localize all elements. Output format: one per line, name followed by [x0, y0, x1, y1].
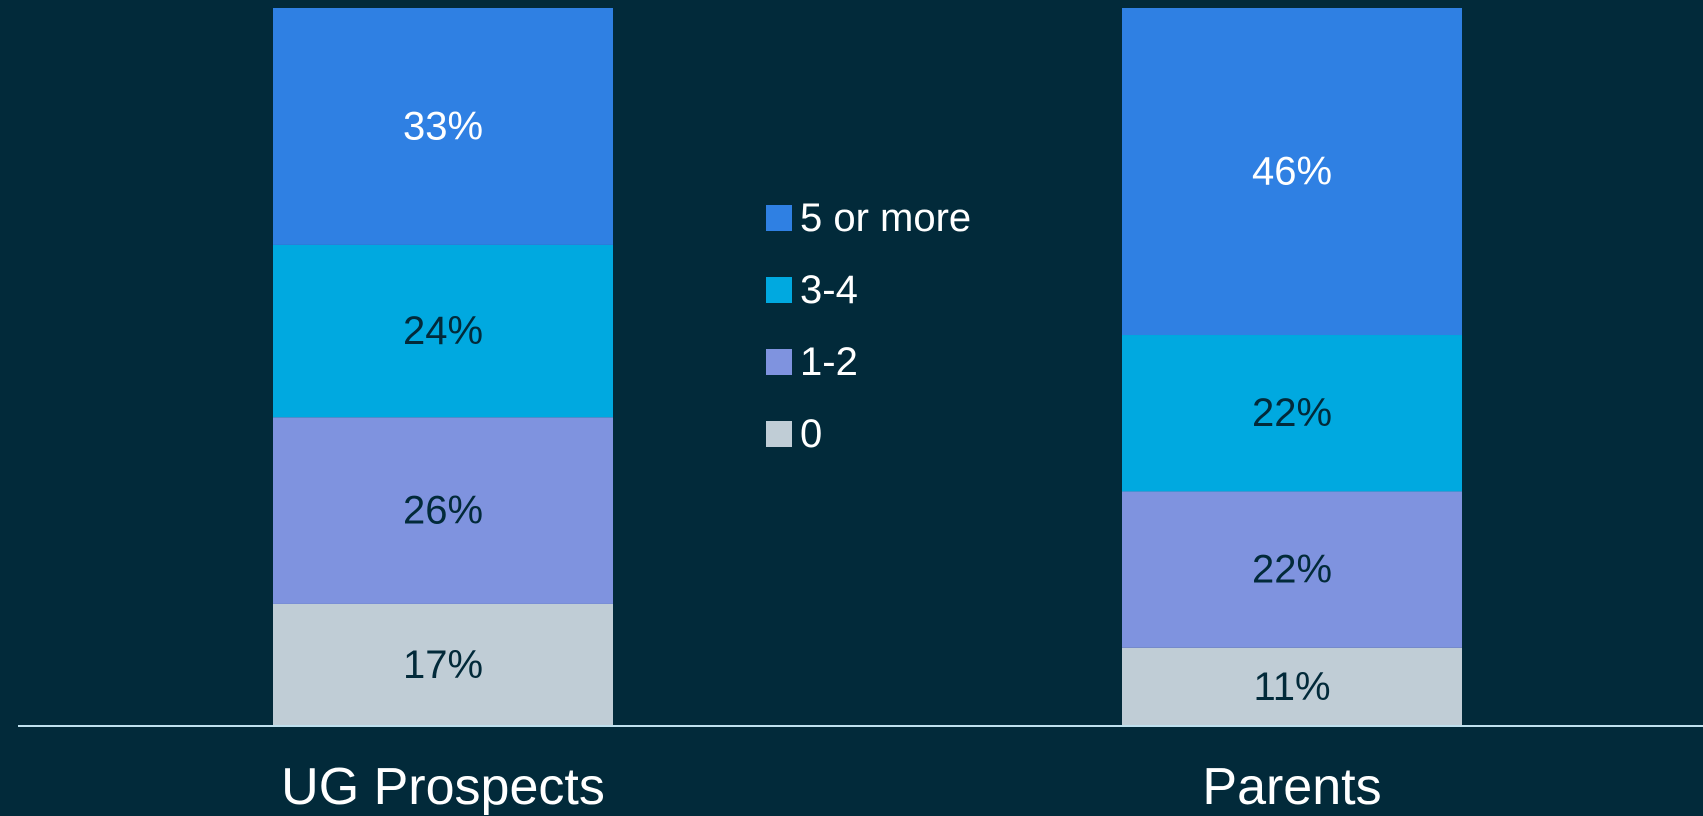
category-label-ug-prospects: UG Prospects [281, 758, 605, 816]
bar-segment-ug-prospects-3-4 [273, 244, 613, 418]
data-label-ug-prospects-5-or-more: 33% [403, 104, 483, 148]
bar-segment-parents-3-4 [1122, 335, 1462, 492]
legend-swatch-5-or-more [766, 205, 792, 231]
legend-label-1-2: 1-2 [800, 340, 858, 384]
legend-label-0: 0 [800, 412, 822, 456]
bar-segment-ug-prospects-0 [273, 603, 613, 726]
data-label-parents-5-or-more: 46% [1252, 150, 1332, 194]
data-label-ug-prospects-1-2: 26% [403, 489, 483, 533]
bar-segment-ug-prospects-1-2 [273, 417, 613, 604]
legend-label-3-4: 3-4 [800, 268, 858, 312]
data-label-parents-0: 11% [1253, 665, 1330, 709]
legend-label-5-or-more: 5 or more [800, 196, 971, 240]
bar-segment-parents-1-2 [1122, 491, 1462, 648]
legend-swatch-1-2 [766, 349, 792, 375]
bar-segment-parents-5-or-more [1122, 8, 1462, 336]
legend: 5 or more 3-4 1-2 0 [766, 196, 971, 456]
data-label-parents-1-2: 22% [1252, 548, 1332, 592]
bar-segment-parents-0 [1122, 647, 1462, 726]
data-label-parents-3-4: 22% [1252, 391, 1332, 435]
data-label-ug-prospects-3-4: 24% [403, 309, 483, 353]
bar-segment-ug-prospects-5-or-more [273, 8, 613, 245]
bars-group: 17% 26% 24% 33% 11% 22% 22% 46% [273, 8, 1462, 726]
category-label-parents: Parents [1202, 758, 1381, 816]
legend-swatch-3-4 [766, 277, 792, 303]
legend-swatch-0 [766, 421, 792, 447]
category-labels: UG Prospects Parents [281, 758, 1381, 816]
data-label-ug-prospects-0: 17% [403, 643, 483, 687]
